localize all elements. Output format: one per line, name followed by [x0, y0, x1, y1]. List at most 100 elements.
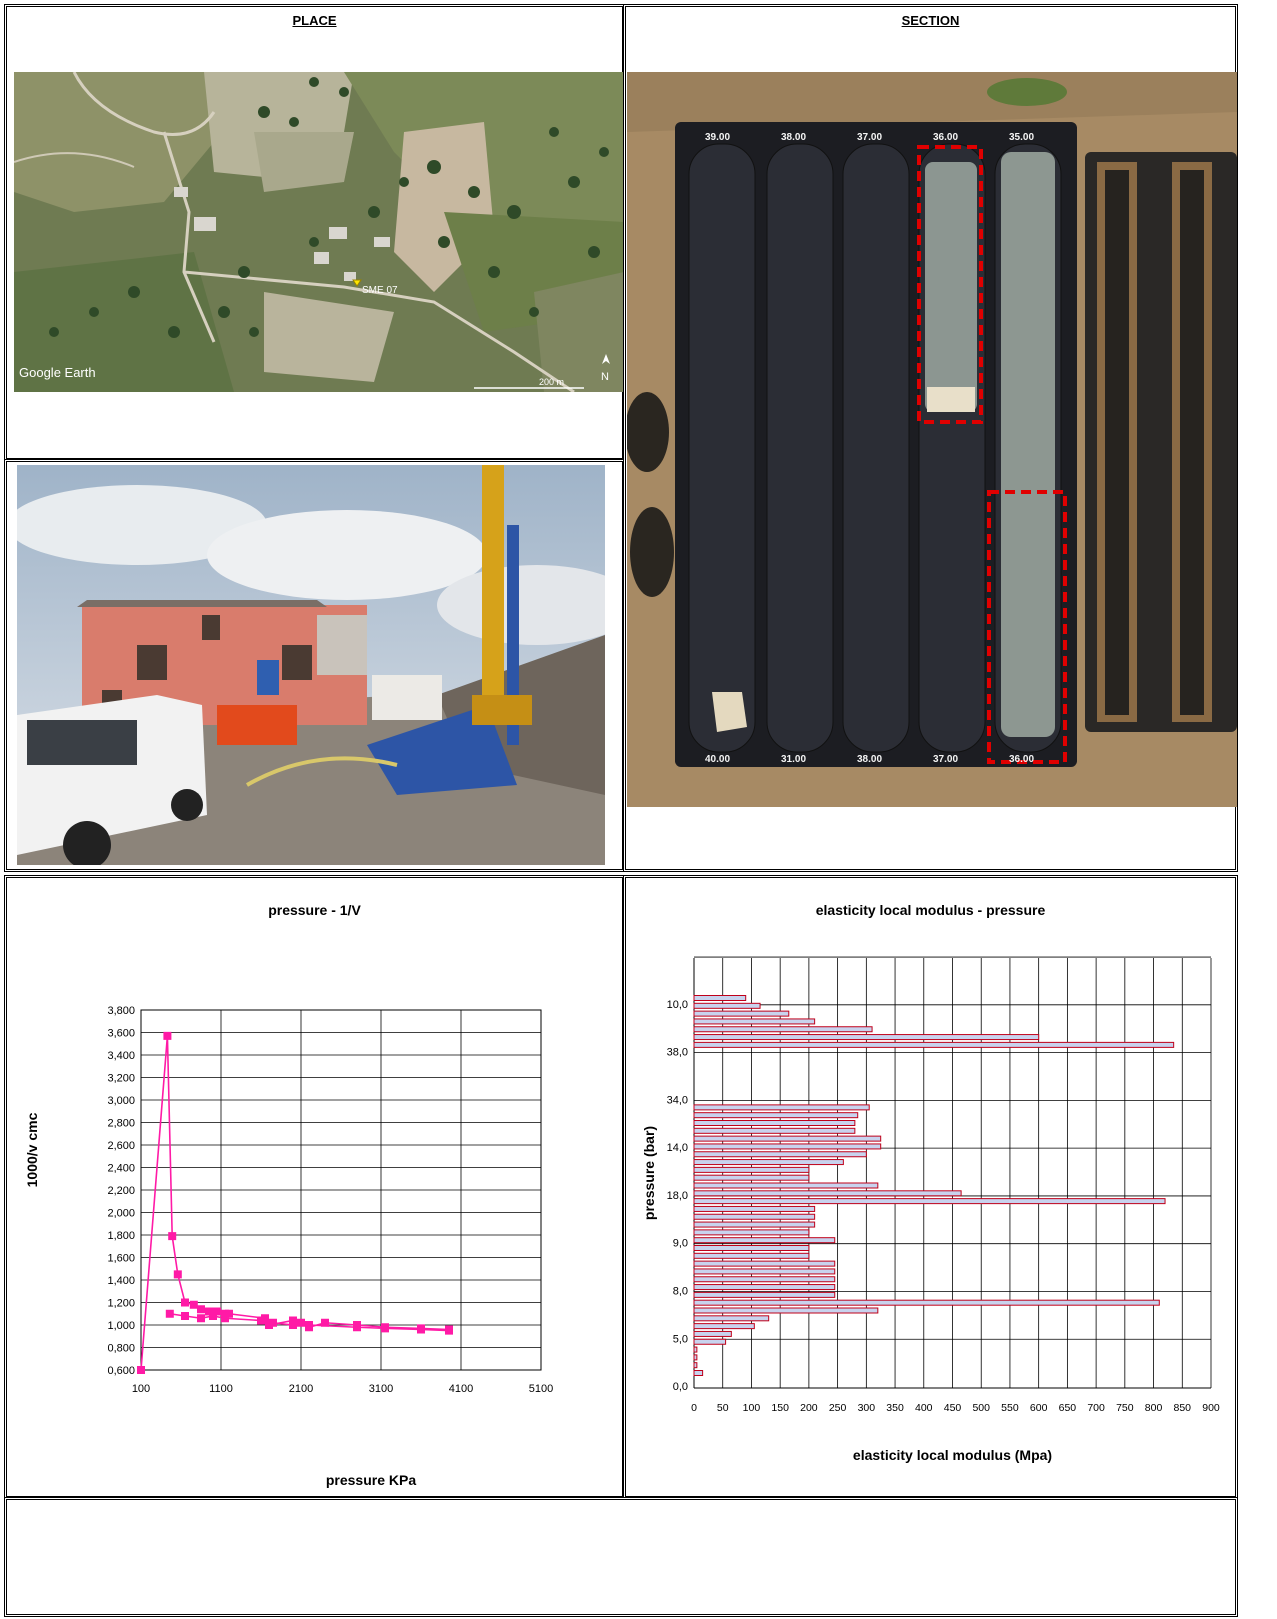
highlight-box	[987, 490, 1067, 764]
y-tick-label: 34,0	[667, 1094, 688, 1106]
bar	[693, 1174, 810, 1181]
bar	[693, 1002, 761, 1009]
x-tick-label: 450	[944, 1402, 962, 1414]
y-tick-label: 1,400	[107, 1275, 135, 1287]
data-point	[305, 1321, 313, 1329]
drilling-site-photo	[17, 465, 605, 865]
x-tick-label: 900	[1202, 1402, 1220, 1414]
core-depth-label: 39.00	[705, 132, 730, 143]
x-tick-label: 550	[1001, 1402, 1019, 1414]
data-point	[269, 1318, 277, 1327]
y-tick-label: 0,600	[107, 1365, 135, 1377]
core-depth-label: 35.00	[1009, 132, 1034, 143]
x-tick-label: 100	[743, 1402, 761, 1414]
x-tick-label: 50	[717, 1402, 729, 1414]
bar	[693, 1299, 1160, 1306]
y-tick-label: 2,600	[107, 1140, 135, 1152]
bar	[693, 1346, 698, 1353]
data-point	[205, 1307, 213, 1316]
bar	[693, 1229, 810, 1236]
bar	[693, 1018, 816, 1025]
bar	[693, 1370, 704, 1376]
place-panel: PLACE	[4, 4, 625, 461]
pv-chart-title: pressure - 1/V	[268, 902, 361, 918]
modulus-chart: 0 50 100 150 200 250 300 350 400 450 500 550 600 650 7…	[641, 956, 1220, 1463]
y-tick-label: 1,600	[107, 1253, 135, 1265]
x-tick-label: 3100	[369, 1383, 393, 1395]
y-tick-label: 3,000	[107, 1095, 135, 1107]
core-sample	[1001, 152, 1055, 737]
bar	[693, 1151, 867, 1158]
notes-panel	[4, 1497, 1238, 1617]
data-point	[321, 1318, 329, 1327]
data-point	[225, 1309, 233, 1318]
place-title: PLACE	[292, 13, 337, 28]
data-point	[165, 1309, 174, 1318]
y-tick-label: 0,0	[673, 1381, 688, 1393]
pv-chart-panel: pressure - 1/V 100 1100 2100 3100 4100 5100 3,…	[4, 875, 625, 1499]
y-tick-label: 2,800	[107, 1118, 135, 1130]
bar	[693, 1182, 879, 1189]
bar	[693, 1221, 816, 1228]
highlight-box	[917, 145, 983, 424]
bar	[693, 1104, 870, 1111]
map-marker-label: SME 07	[362, 285, 398, 296]
section-panel: SECTION	[623, 4, 1238, 872]
bar	[693, 1276, 836, 1283]
y-tick-label: 2,400	[107, 1163, 135, 1175]
map-north-label: N	[601, 371, 609, 383]
x-tick-label: 350	[886, 1402, 904, 1414]
core-depth-label: 36.00	[933, 132, 958, 143]
data-point	[417, 1325, 425, 1334]
data-point	[445, 1326, 453, 1335]
bar	[693, 1041, 1175, 1048]
x-tick-label: 800	[1145, 1402, 1163, 1414]
data-point	[209, 1312, 217, 1320]
y-tick-label: 3,200	[107, 1073, 135, 1085]
x-tick-label: 700	[1087, 1402, 1105, 1414]
y-tick-label: 10,0	[667, 999, 688, 1011]
y-axis-label: 1000/v cmc	[24, 1112, 40, 1187]
x-tick-label: 2100	[289, 1383, 313, 1395]
y-tick-label: 9,0	[673, 1238, 688, 1250]
data-point	[163, 1031, 172, 1040]
data-point	[221, 1314, 229, 1323]
data-point	[381, 1324, 389, 1333]
x-tick-label: 850	[1174, 1402, 1192, 1414]
bar	[693, 1034, 1040, 1041]
data-point	[168, 1232, 177, 1241]
bar	[693, 1026, 873, 1033]
core-box-photo: 39.00 38.00 37.00 36.00 35.00 40.00 31.00 38.0…	[627, 72, 1237, 807]
bar	[693, 1260, 836, 1267]
bar	[693, 1307, 879, 1314]
core-sample	[925, 162, 977, 412]
core-depth-label: 40.00	[705, 754, 730, 765]
x-tick-label: 0	[691, 1402, 697, 1414]
data-point	[181, 1298, 189, 1307]
bar	[693, 1135, 882, 1142]
section-title: SECTION	[901, 13, 960, 28]
y-tick-label: 2,200	[107, 1185, 135, 1197]
bar	[693, 1143, 882, 1150]
data-point	[213, 1307, 221, 1316]
map-scale-label: 200 m	[539, 377, 564, 387]
x-tick-label: 200	[800, 1402, 818, 1414]
bar	[693, 1330, 732, 1337]
bar	[693, 1213, 816, 1220]
data-point	[137, 1366, 145, 1374]
bar	[693, 1252, 810, 1259]
bar	[693, 1010, 790, 1017]
core-depth-label: 38.00	[781, 132, 806, 143]
modulus-chart-title: elasticity local modulus - pressure	[815, 902, 1046, 918]
data-point	[353, 1323, 361, 1332]
bar	[693, 1198, 1166, 1205]
bar	[693, 1338, 727, 1345]
y-tick-label: 2,000	[107, 1208, 135, 1220]
bar	[693, 1362, 698, 1369]
x-tick-label: 150	[771, 1402, 789, 1414]
site-photo-panel	[4, 459, 625, 872]
data-point	[289, 1321, 297, 1329]
y-tick-label: 3,400	[107, 1050, 135, 1062]
y-tick-label: 5,0	[673, 1333, 688, 1345]
y-axis-label: pressure (bar)	[641, 1126, 657, 1220]
